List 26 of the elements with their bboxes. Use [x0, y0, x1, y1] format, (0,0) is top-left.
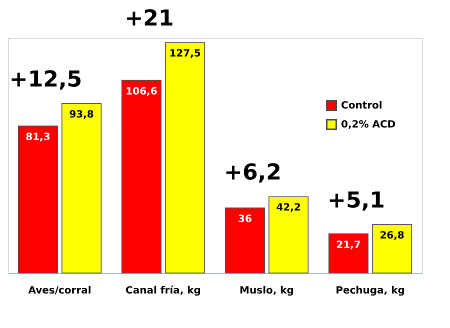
data-label: 81,3: [26, 132, 50, 144]
bar: [268, 196, 309, 274]
annotation: +6,2: [224, 160, 282, 186]
bar: [121, 80, 162, 274]
data-label: 127,5: [169, 48, 201, 60]
legend-label: 0,2% ACD: [341, 120, 396, 130]
data-label: 93,8: [69, 109, 94, 120]
x-tick-label: Muslo, kg: [240, 286, 294, 296]
legend-label: Control: [341, 100, 382, 112]
bar: [18, 126, 58, 274]
data-label: 106,6: [126, 86, 158, 98]
annotation: +12,5: [9, 67, 82, 92]
data-label: 42,2: [276, 202, 301, 214]
x-tick-label: Canal fría, kg: [126, 286, 201, 296]
bar: [62, 103, 102, 274]
bar: [165, 42, 206, 274]
bar: [372, 224, 412, 274]
data-label: 36: [238, 214, 252, 225]
text: +21: [124, 6, 174, 32]
data-label: 26,8: [380, 230, 404, 242]
annotation: +5,1: [328, 188, 385, 214]
data-label: 21,7: [336, 240, 361, 251]
bar: [224, 208, 265, 274]
x-tick-label: Aves/corral: [28, 286, 92, 296]
bar: [328, 233, 368, 274]
x-tick-label: Pechuga, kg: [336, 286, 405, 296]
